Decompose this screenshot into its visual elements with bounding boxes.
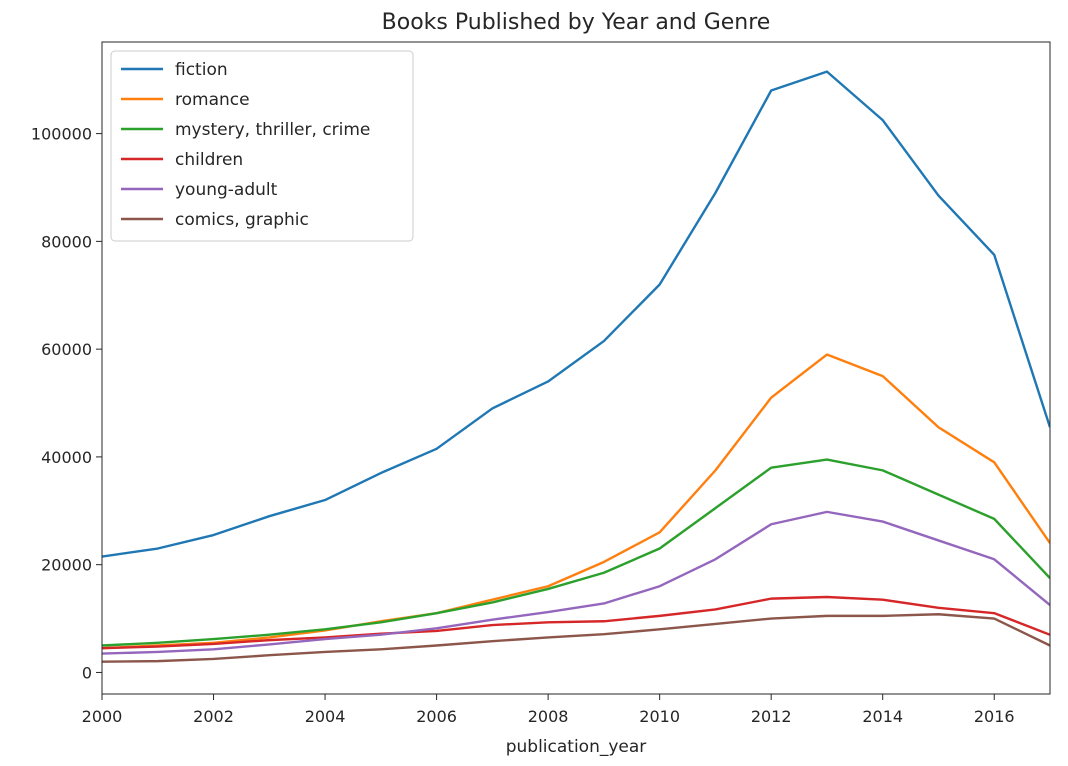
y-tick-label-1: 20000	[41, 556, 92, 575]
legend: fiction romance mystery, thriller, crime ch…	[110, 50, 414, 242]
y-tick-label-0: 0	[82, 663, 92, 682]
x-tick-label-0: 2000	[82, 707, 123, 726]
x-tick-label-1: 2002	[193, 707, 234, 726]
x-tick-label-4: 2008	[528, 707, 569, 726]
series-line-4	[102, 510, 1050, 655]
x-tick-label-7: 2014	[862, 707, 903, 726]
series-line-5	[102, 613, 1050, 663]
legend-label-1: romance	[175, 90, 250, 110]
y-tick-label-2: 40000	[41, 448, 92, 467]
legend-box	[110, 50, 414, 242]
plot-area	[102, 70, 1050, 663]
legend-label-0: fiction	[175, 60, 228, 80]
y-tick-label-3: 60000	[41, 340, 92, 359]
x-axis: 2000 2002 2004 2006 2008 2010 2012 2014 2016	[82, 694, 1015, 726]
legend-label-5: comics, graphic	[175, 210, 309, 230]
legend-label-4: young-adult	[175, 180, 278, 200]
y-tick-label-5: 100000	[31, 125, 92, 144]
series-line-0	[102, 70, 1050, 558]
x-tick-label-8: 2016	[974, 707, 1015, 726]
series-line-3	[102, 595, 1050, 650]
x-tick-label-5: 2010	[639, 707, 680, 726]
series-line-1	[102, 353, 1050, 650]
x-tick-label-3: 2006	[416, 707, 457, 726]
y-axis: 0 20000 40000 60000 80000 100000	[31, 125, 102, 682]
chart-title: Books Published by Year and Genre	[382, 10, 771, 35]
series-line-2	[102, 458, 1050, 647]
y-tick-label-4: 80000	[41, 232, 92, 251]
legend-label-3: children	[175, 150, 243, 170]
plot-frame	[101, 41, 1051, 695]
x-tick-label-2: 2004	[305, 707, 346, 726]
legend-label-2: mystery, thriller, crime	[175, 120, 370, 140]
x-tick-label-6: 2012	[751, 707, 792, 726]
x-axis-label: publication_year	[506, 737, 647, 757]
